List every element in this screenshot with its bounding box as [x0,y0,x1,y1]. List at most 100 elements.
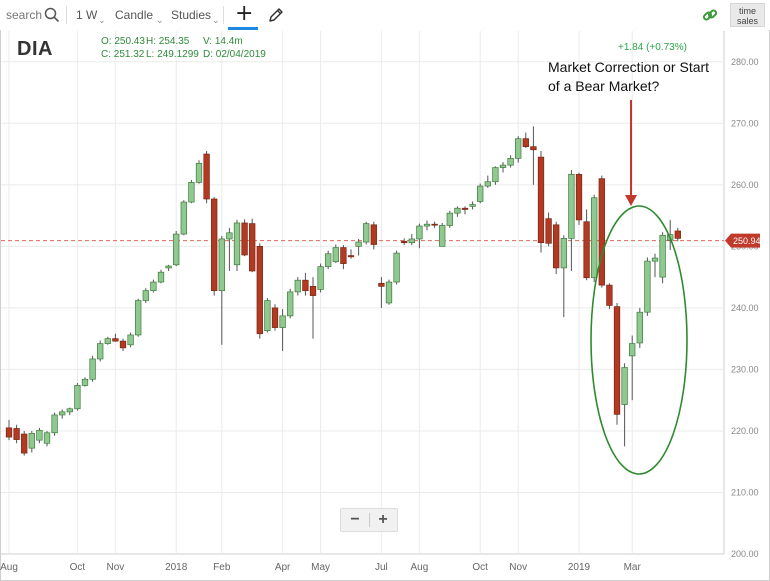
candle-up [233,222,241,266]
candle-down [241,222,248,256]
last-price-tag [725,233,760,248]
candle-up [279,315,286,328]
candle-up [644,260,651,313]
candle-up [97,343,104,360]
search-icon[interactable] [44,7,60,23]
zoom-control: − + [340,508,398,532]
chart-type-select[interactable]: Candle [115,8,154,22]
candle-down [674,230,681,239]
x-tick-label: Nov [107,562,125,573]
candle-down [256,246,263,335]
close-value: C: 251.32 [101,49,145,60]
y-tick-label: 260.00 [731,180,759,190]
annotation-line-1: Market Correction or Start [548,59,710,75]
x-tick-label: Nov [509,562,527,573]
candle-up [385,281,393,304]
x-tick-label: May [311,562,330,573]
candle-down [583,221,590,279]
zoom-out-button[interactable]: − [350,511,360,528]
x-tick-label: Oct [472,562,488,573]
y-tick-label: 200.00 [731,549,759,559]
annotation-text: Market Correction or Start of a Bear Mar… [548,58,733,96]
low-value: L: 249.1299 [146,49,199,60]
candle-down [112,338,119,342]
candle-up [89,358,96,380]
candle-up [629,343,636,357]
x-tick-label: 2018 [165,562,188,573]
candle-up [188,182,195,203]
candle-up [59,411,66,416]
candle-up [446,212,453,226]
candle-up [127,334,134,346]
annotation-line-2: of a Bear Market? [548,78,660,94]
search-input[interactable]: search [6,8,43,22]
candle-down [613,306,621,415]
symbol-label: DIA [17,38,53,60]
high-value: H: 254.35 [146,36,190,47]
chevron-down-icon: ⌄ [156,15,164,25]
candle-up [28,433,35,449]
candle-down [431,223,438,226]
candle-up [317,266,324,290]
candle-up [74,385,81,410]
crosshair-button[interactable]: + [228,1,258,30]
annotation-ellipse [590,205,688,475]
y-tick-label: 270.00 [731,118,759,128]
x-tick-label: Oct [70,562,86,573]
candle-up [484,181,491,187]
pencil-icon[interactable] [266,5,286,25]
toolbar-divider [66,6,67,24]
candle-up [173,233,180,266]
candle-up [621,367,628,405]
candle-down [598,178,605,286]
candle-up [355,241,362,247]
candle-down [522,138,529,148]
x-tick-label: Feb [213,562,231,573]
candle-up [142,290,149,301]
link-icon[interactable] [701,6,719,24]
x-tick-label: Aug [0,562,18,573]
candle-down [461,207,469,210]
candle-up [43,432,51,444]
candle-up [218,238,225,292]
candle-up [439,225,446,247]
candle-up [636,311,643,344]
candle-down [347,255,355,258]
candle-down [378,282,385,287]
x-tick-label: Apr [275,562,291,573]
candle-up [287,291,294,317]
x-tick-label: 2019 [568,562,591,573]
candle-up [332,247,339,263]
candle-up [294,279,301,293]
x-tick-label: Aug [411,562,429,573]
candle-up [492,167,499,183]
candle-down [203,153,210,200]
candle-down [211,198,218,292]
zoom-in-button[interactable]: + [378,511,388,528]
y-tick-label: 220.00 [731,426,759,436]
time-sales-button[interactable]: time sales [730,3,765,27]
y-tick-label: 280.00 [731,57,759,67]
studies-select[interactable]: Studies [171,8,212,22]
candle-up [180,201,187,235]
candle-down [249,223,256,272]
candle-up [416,225,423,240]
candle-down [119,340,127,349]
annotation-arrow-head [625,195,637,206]
candle-up [454,207,461,214]
interval-select[interactable]: 1 W [76,8,98,22]
candle-up [66,408,73,413]
candle-down [401,241,408,244]
zoom-divider [369,513,370,527]
x-tick-label: Mar [624,562,642,573]
candle-up [325,253,332,268]
candle-up [477,185,484,202]
date-value: D: 02/04/2019 [203,49,266,60]
candle-down [545,218,552,244]
candle-up [81,378,89,386]
candle-up [226,232,233,240]
candle-up [515,138,522,159]
volume-value: V: 14.4m [203,36,243,47]
last-price-label: 250.94 [733,236,761,246]
